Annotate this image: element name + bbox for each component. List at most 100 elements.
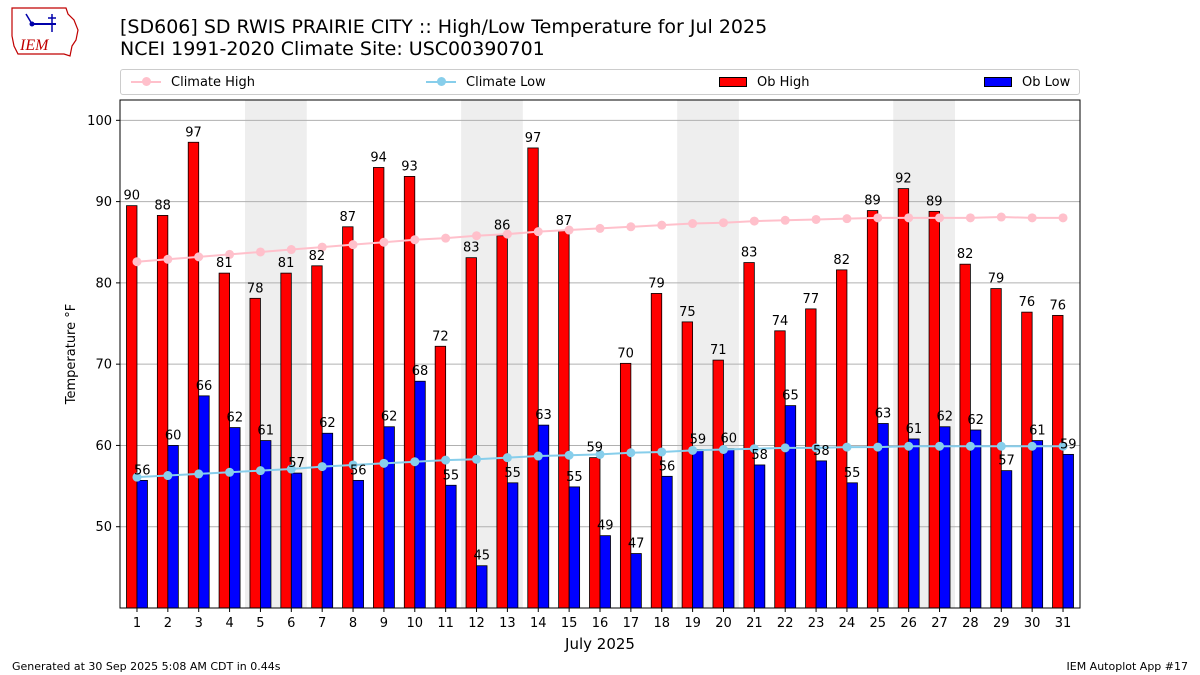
- x-tick-label: 26: [900, 616, 917, 631]
- bar-ob-high: [342, 226, 354, 609]
- point-climate-high: [348, 240, 358, 250]
- data-label-ob-low: 59: [690, 433, 707, 448]
- data-label-ob-high: 97: [525, 131, 542, 146]
- bar-ob-low: [723, 448, 735, 609]
- legend-label-ob-high: Ob High: [757, 74, 810, 90]
- x-tick-label: 27: [931, 616, 948, 631]
- bar-ob-low: [445, 484, 457, 609]
- bar-ob-high: [774, 330, 786, 609]
- legend-swatch-climate-high: [131, 77, 161, 86]
- data-label-ob-low: 62: [937, 410, 954, 425]
- point-climate-low: [348, 460, 358, 470]
- x-tick-label: 16: [592, 616, 609, 631]
- y-tick-label: 80: [95, 276, 112, 291]
- chart-title: [SD606] SD RWIS PRAIRIE CITY :: High/Low…: [120, 16, 767, 60]
- x-tick-label: 6: [287, 616, 295, 631]
- data-label-ob-low: 55: [844, 466, 861, 481]
- point-climate-low: [379, 458, 389, 468]
- data-label-ob-low: 61: [257, 424, 274, 439]
- data-label-ob-high: 78: [247, 281, 264, 296]
- legend-label-climate-high: Climate High: [171, 74, 256, 90]
- point-climate-high: [749, 216, 759, 226]
- data-label-ob-low: 65: [782, 389, 799, 404]
- point-climate-low: [904, 441, 914, 451]
- data-label-ob-low: 61: [906, 422, 923, 437]
- bar-ob-low: [383, 426, 395, 609]
- data-label-ob-low: 60: [720, 432, 737, 447]
- data-label-ob-high: 87: [556, 214, 573, 229]
- point-climate-low: [194, 469, 204, 479]
- legend-swatch-climate-low: [426, 77, 456, 86]
- data-label-ob-high: 75: [679, 305, 696, 320]
- point-climate-low: [410, 457, 420, 467]
- point-climate-low: [225, 467, 235, 477]
- data-label-ob-high: 59: [586, 441, 603, 456]
- bar-ob-low: [908, 438, 920, 609]
- data-label-ob-high: 81: [216, 256, 233, 271]
- data-label-ob-low: 58: [813, 444, 830, 459]
- data-label-ob-high: 94: [370, 150, 387, 165]
- legend-item-ob-high: Ob High: [719, 70, 810, 94]
- y-tick-label: 100: [87, 114, 112, 129]
- bar-ob-high: [373, 167, 385, 609]
- bar-ob-high: [311, 265, 323, 609]
- bar-ob-high: [743, 262, 755, 609]
- point-climate-high: [441, 233, 451, 243]
- point-climate-high: [286, 245, 296, 255]
- bar-ob-high: [681, 321, 694, 609]
- x-tick-label: 29: [993, 616, 1010, 631]
- data-label-ob-high: 92: [895, 172, 912, 187]
- bar-ob-low: [260, 440, 272, 609]
- point-climate-low: [996, 441, 1006, 451]
- point-climate-low: [317, 462, 327, 472]
- bar-ob-high: [712, 359, 724, 609]
- point-climate-high: [873, 213, 883, 223]
- bar-ob-low: [1000, 470, 1013, 609]
- bar-ob-high: [218, 272, 230, 609]
- x-tick-label: 4: [225, 616, 233, 631]
- x-tick-label: 12: [468, 616, 485, 631]
- bar-ob-low: [939, 426, 951, 609]
- bar-ob-low: [352, 479, 364, 609]
- data-label-ob-low: 61: [1029, 424, 1046, 439]
- bar-ob-low: [414, 380, 426, 609]
- data-label-ob-low: 60: [165, 428, 182, 443]
- footer-app: IEM Autoplot App #17: [1066, 660, 1189, 673]
- y-tick-label: 70: [95, 358, 112, 373]
- data-label-ob-low: 57: [288, 456, 305, 471]
- x-tick-label: 15: [561, 616, 578, 631]
- y-tick-label: 50: [95, 520, 112, 535]
- data-label-ob-high: 97: [185, 125, 202, 140]
- data-label-ob-low: 58: [751, 448, 768, 463]
- bar-ob-low: [321, 432, 334, 609]
- bar-ob-low: [784, 405, 797, 609]
- point-climate-low: [749, 444, 759, 454]
- legend: Climate High Climate Low Ob High Ob Low: [120, 69, 1080, 95]
- data-label-ob-high: 76: [1019, 295, 1036, 310]
- bar-ob-high: [1021, 311, 1033, 609]
- bar-ob-low: [1031, 440, 1044, 609]
- data-label-ob-low: 57: [998, 454, 1015, 469]
- bar-ob-low: [599, 535, 611, 609]
- x-tick-label: 30: [1024, 616, 1041, 631]
- data-label-ob-high: 81: [278, 256, 295, 271]
- point-climate-low: [1027, 441, 1037, 451]
- legend-item-climate-low: Climate Low: [426, 70, 546, 94]
- x-tick-label: 28: [962, 616, 979, 631]
- x-tick-label: 7: [318, 616, 326, 631]
- bar-ob-low: [661, 475, 673, 609]
- data-label-ob-low: 56: [659, 459, 676, 474]
- point-climate-high: [317, 242, 327, 252]
- point-climate-low: [873, 442, 883, 452]
- point-climate-low: [780, 443, 790, 453]
- point-climate-high: [472, 231, 482, 241]
- data-label-ob-low: 55: [443, 468, 460, 483]
- bar-ob-high: [280, 272, 292, 609]
- point-climate-low: [255, 466, 265, 476]
- point-climate-high: [965, 213, 975, 223]
- data-label-ob-high: 82: [957, 247, 974, 262]
- x-tick-label: 3: [195, 616, 203, 631]
- point-climate-high: [626, 222, 636, 232]
- data-label-ob-high: 89: [926, 194, 943, 209]
- legend-swatch-ob-high: [719, 77, 747, 87]
